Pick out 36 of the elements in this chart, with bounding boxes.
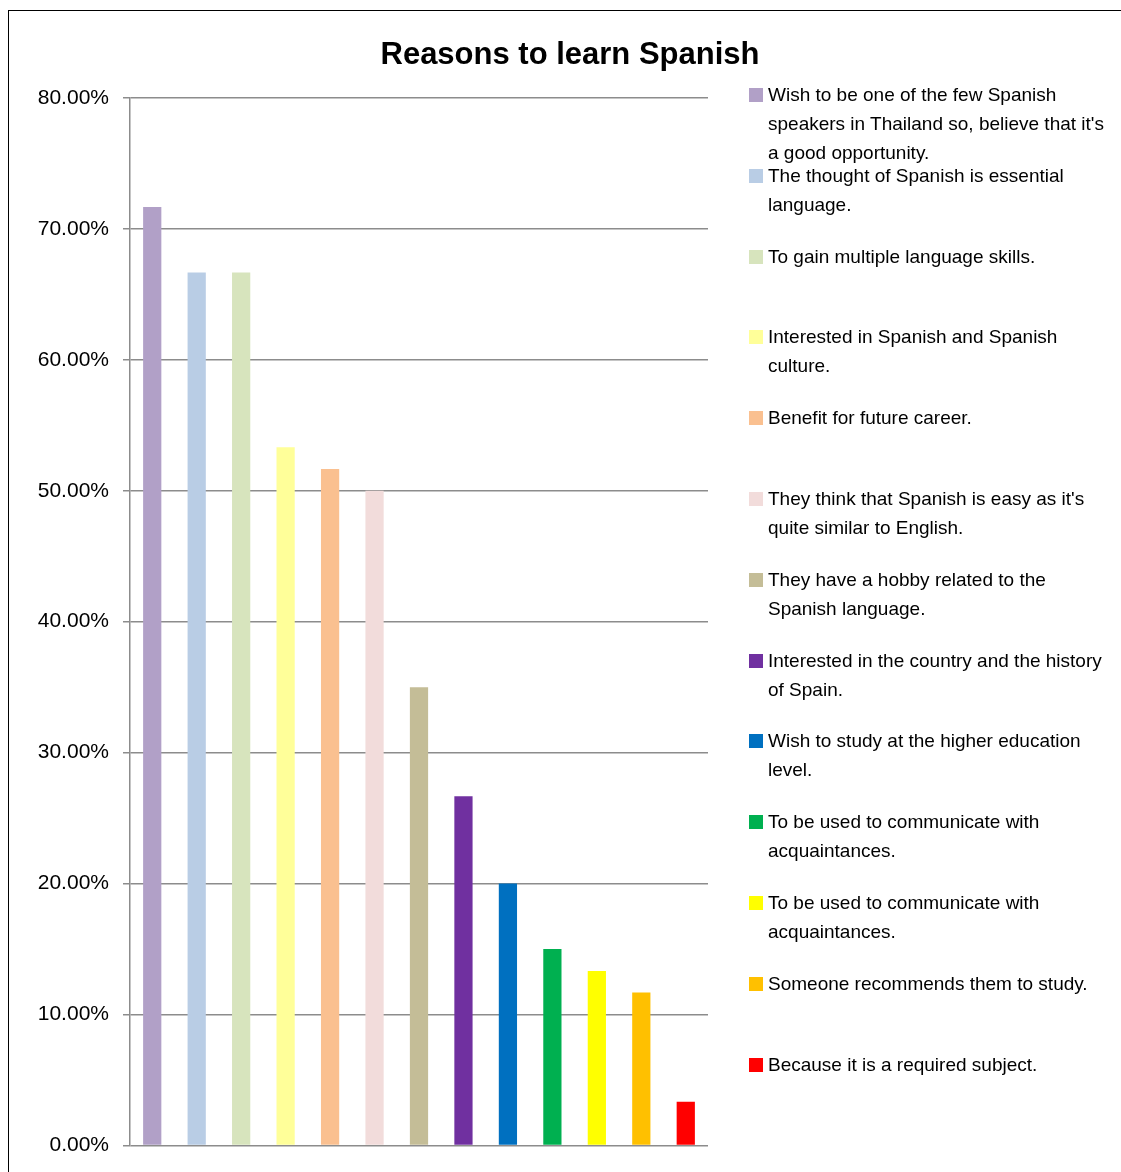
legend-label: Wish to be one of the few Spanish speakers in Thailand so, believe that it's a good opportunity. — [768, 84, 1104, 163]
y-tick-label: 0.00% — [49, 1132, 109, 1156]
legend-label: To gain multiple language skills. — [768, 245, 1036, 267]
legend-label: To be used to communicate with acquaintances. — [768, 811, 1040, 862]
legend-label: Interested in Spanish and Spanish culture. — [768, 326, 1058, 377]
bar — [232, 272, 251, 1145]
y-tick-label: 60.00% — [37, 346, 109, 370]
y-tick-label: 20.00% — [37, 870, 109, 894]
bar — [632, 992, 651, 1145]
legend-label: They have a hobby related to the Spanish language. — [768, 568, 1046, 619]
bar — [365, 490, 384, 1145]
y-tick-label: 40.00% — [37, 608, 109, 632]
bar — [320, 468, 340, 1145]
legend-label: Wish to study at the higher education level. — [768, 730, 1081, 781]
y-tick-label: 30.00% — [37, 739, 109, 763]
legend-label: Interested in the country and the history of Spain. — [768, 649, 1102, 700]
bar — [587, 970, 606, 1145]
y-tick-label: 70.00% — [37, 215, 109, 239]
legend-label: Because it is a required subject. — [768, 1053, 1038, 1075]
bar — [187, 272, 206, 1145]
legend-label: To be used to communicate with acquaintances. — [768, 892, 1040, 942]
y-tick-label: 80.00% — [37, 84, 109, 108]
bar — [676, 1101, 695, 1145]
bar — [276, 447, 295, 1145]
bar — [454, 796, 473, 1145]
y-tick-label: 10.00% — [37, 1001, 109, 1025]
legend-label: Someone recommends them to study. — [768, 972, 1088, 994]
legend-label: They think that Spanish is easy as it's quite similar to English. — [768, 488, 1085, 538]
y-tick-label: 50.00% — [37, 477, 109, 501]
legend-label: Benefit for future career. — [768, 407, 972, 429]
legend-label: The thought of Spanish is essential language. — [768, 164, 1064, 215]
chart-title: Reasons to learn Spanish — [379, 36, 761, 72]
bar — [543, 949, 562, 1145]
bar — [143, 207, 162, 1145]
bar — [498, 883, 518, 1145]
bar — [409, 687, 429, 1145]
